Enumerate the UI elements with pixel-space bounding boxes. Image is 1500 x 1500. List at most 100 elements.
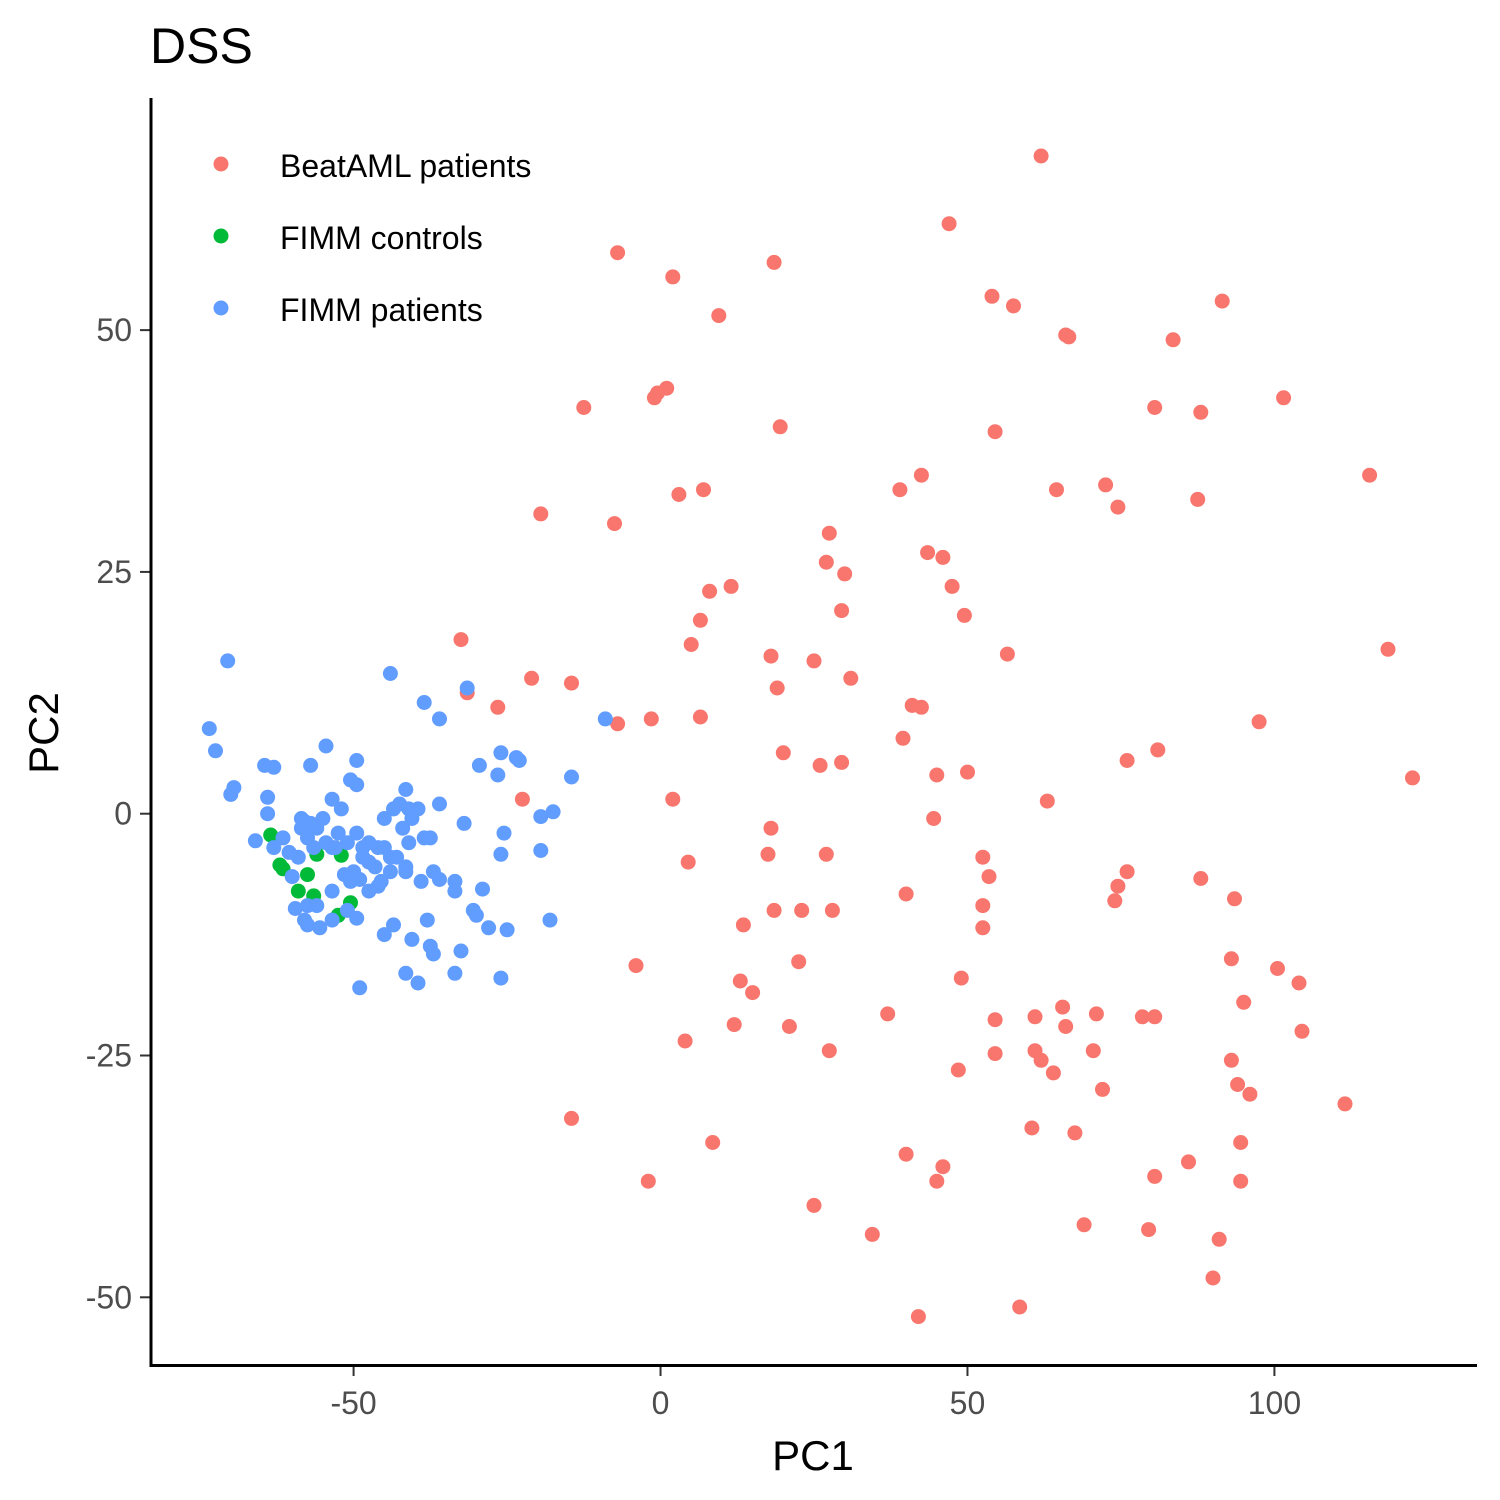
- point-beataml-patients-121: [1230, 1077, 1246, 1092]
- point-fimm-patients-112: [284, 869, 300, 885]
- point-fimm-patients-86: [432, 872, 447, 887]
- point-fimm-patients-71: [545, 804, 561, 820]
- point-beataml-patients-8: [711, 308, 727, 324]
- point-beataml-patients-100: [1236, 994, 1252, 1010]
- point-fimm-patients-82: [475, 881, 490, 897]
- point-fimm-patients-91: [376, 927, 392, 943]
- point-beataml-patients-81: [1110, 878, 1126, 894]
- point-beataml-patients-27: [696, 482, 711, 498]
- point-beataml-patients-89: [824, 902, 840, 918]
- legend-key-fimm-controls: [213, 228, 229, 244]
- point-fimm-patients-29: [389, 849, 405, 865]
- point-beataml-patients-15: [576, 400, 592, 415]
- point-beataml-patients-135: [929, 1173, 945, 1189]
- point-fimm-patients-103: [324, 912, 340, 928]
- point-beataml-patients-42: [692, 612, 708, 628]
- point-beataml-patients-84: [898, 886, 914, 902]
- point-beataml-patients-19: [772, 419, 788, 435]
- point-beataml-patients-35: [818, 554, 834, 570]
- point-beataml-patients-60: [692, 709, 708, 725]
- point-fimm-patients-33: [333, 801, 349, 817]
- point-beataml-patients-56: [490, 699, 506, 715]
- point-beataml-patients-52: [769, 680, 785, 696]
- point-fimm-patients-65: [471, 757, 487, 773]
- x-tick-label: -50: [330, 1385, 376, 1421]
- point-fimm-patients-76: [493, 846, 509, 862]
- point-fimm-patients-36: [349, 777, 365, 793]
- point-fimm-patients-74: [456, 815, 472, 831]
- point-beataml-patients-87: [766, 902, 782, 918]
- point-fimm-patients-56: [401, 835, 417, 851]
- legend-key-beataml: [213, 156, 229, 172]
- point-fimm-patients-47: [382, 864, 398, 880]
- point-beataml-patients-59: [643, 711, 659, 727]
- point-beataml-patients-57: [1251, 714, 1267, 730]
- point-fimm-patients-39: [367, 859, 383, 875]
- legend-label-beataml: BeatAML patients: [280, 148, 531, 184]
- point-fimm-patients-23: [349, 825, 365, 841]
- point-beataml-patients-64: [1119, 753, 1135, 768]
- point-beataml-patients-37: [944, 578, 960, 594]
- point-fimm-patients-69: [511, 753, 527, 768]
- point-beataml-patients-14: [646, 390, 662, 406]
- point-beataml-patients-49: [524, 670, 540, 686]
- point-beataml-patients-2: [610, 245, 626, 261]
- point-beataml-patients-119: [950, 1062, 966, 1078]
- point-beataml-patients-93: [791, 954, 807, 970]
- point-beataml-patients-82: [1193, 871, 1209, 886]
- point-fimm-patients-4: [223, 786, 239, 802]
- point-beataml-patients-70: [514, 791, 530, 807]
- point-beataml-patients-132: [935, 1159, 951, 1175]
- point-beataml-patients-31: [607, 516, 622, 532]
- point-fimm-patients-95: [453, 943, 469, 959]
- point-beataml-patients-0: [1033, 148, 1049, 164]
- point-beataml-patients-143: [1012, 1299, 1028, 1315]
- x-axis-ticks: -50 0 50 100: [330, 1367, 1301, 1421]
- point-beataml-patients-116: [1085, 1043, 1101, 1059]
- point-beataml-patients-20: [987, 424, 1003, 440]
- x-tick-label: 50: [950, 1385, 986, 1421]
- point-beataml-patients-94: [1223, 951, 1239, 967]
- point-fimm-patients-58: [422, 830, 438, 846]
- point-beataml-patients-74: [763, 820, 779, 836]
- y-axis-title: PC2: [20, 692, 67, 774]
- point-beataml-patients-95: [1270, 961, 1285, 976]
- point-fimm-patients-87: [413, 873, 429, 889]
- point-beataml-patients-58: [610, 716, 626, 732]
- point-beataml-patients-67: [960, 764, 975, 780]
- point-beataml-patients-63: [1150, 742, 1166, 758]
- point-beataml-patients-41: [956, 607, 972, 623]
- point-beataml-patients-68: [929, 767, 945, 783]
- point-beataml-patients-101: [1055, 999, 1071, 1015]
- point-beataml-patients-73: [926, 811, 942, 826]
- point-fimm-patients-98: [447, 965, 463, 981]
- point-beataml-patients-126: [1024, 1120, 1040, 1136]
- point-fimm-patients-22: [339, 835, 355, 851]
- point-beataml-patients-66: [812, 757, 828, 773]
- point-beataml-patients-10: [1061, 329, 1077, 345]
- point-beataml-patients-125: [564, 1110, 579, 1126]
- point-beataml-patients-97: [732, 973, 748, 989]
- point-beataml-patients-33: [920, 545, 936, 561]
- point-beataml-patients-106: [1147, 1009, 1163, 1025]
- point-beataml-patients-99: [745, 985, 761, 1001]
- point-fimm-patients-102: [324, 883, 340, 899]
- point-fimm-patients-113: [306, 840, 322, 856]
- point-beataml-patients-113: [821, 1043, 837, 1059]
- point-fimm-patients-35: [349, 753, 365, 768]
- point-beataml-patients-38: [702, 583, 718, 599]
- point-fimm-patients-7: [260, 789, 276, 805]
- points-layer: [201, 148, 1420, 1325]
- point-fimm-patients-9: [247, 833, 263, 849]
- point-fimm-patients-45: [361, 883, 377, 899]
- point-beataml-patients-115: [987, 1046, 1003, 1062]
- point-beataml-patients-77: [975, 849, 991, 865]
- point-fimm-controls-3: [300, 867, 315, 883]
- point-beataml-patients-127: [1067, 1125, 1083, 1141]
- point-beataml-patients-61: [895, 730, 911, 746]
- point-beataml-patients-112: [677, 1033, 693, 1049]
- point-beataml-patients-44: [453, 632, 469, 648]
- point-beataml-patients-108: [726, 1017, 742, 1033]
- point-beataml-patients-141: [1211, 1231, 1227, 1247]
